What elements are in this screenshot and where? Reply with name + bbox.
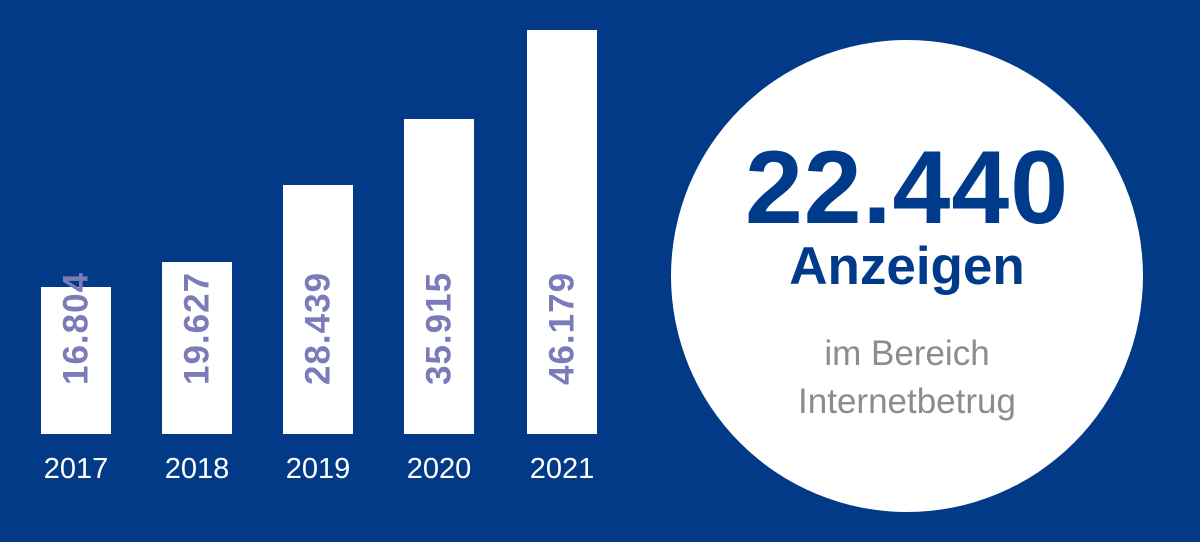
bar-value-label: 35.915 (419, 271, 459, 385)
bar-2020: 35.915 (404, 119, 474, 434)
bar-2019: 28.439 (283, 185, 353, 434)
highlight-description: im Bereich Internetbetrug (671, 330, 1143, 426)
x-tick-label: 2017 (43, 453, 109, 485)
highlight-number: 22.440 (744, 130, 1070, 246)
x-tick-label: 2018 (164, 453, 230, 485)
bar-value-label: 28.439 (298, 271, 338, 385)
highlight-circle: 22.440 Anzeigen im Bereich Internetbetru… (671, 40, 1143, 512)
x-tick-label: 2020 (406, 453, 472, 485)
bar-2018: 19.627 (162, 262, 232, 434)
x-tick-label: 2021 (529, 453, 595, 485)
bar-2017: 16.804 (41, 272, 111, 434)
bar-2021: 46.179 (527, 30, 597, 434)
bar-chart: 16.804 19.627 28.439 35.915 46.179 2017 … (41, 30, 597, 485)
description-line-2: Internetbetrug (798, 382, 1016, 421)
description-line-1: im Bereich (824, 334, 990, 373)
x-tick-label: 2019 (285, 453, 351, 485)
bar-value-label: 46.179 (542, 271, 582, 385)
bar-value-label: 19.627 (177, 271, 217, 385)
bar-value-label: 16.804 (56, 271, 96, 385)
highlight-unit: Anzeigen (789, 237, 1025, 296)
